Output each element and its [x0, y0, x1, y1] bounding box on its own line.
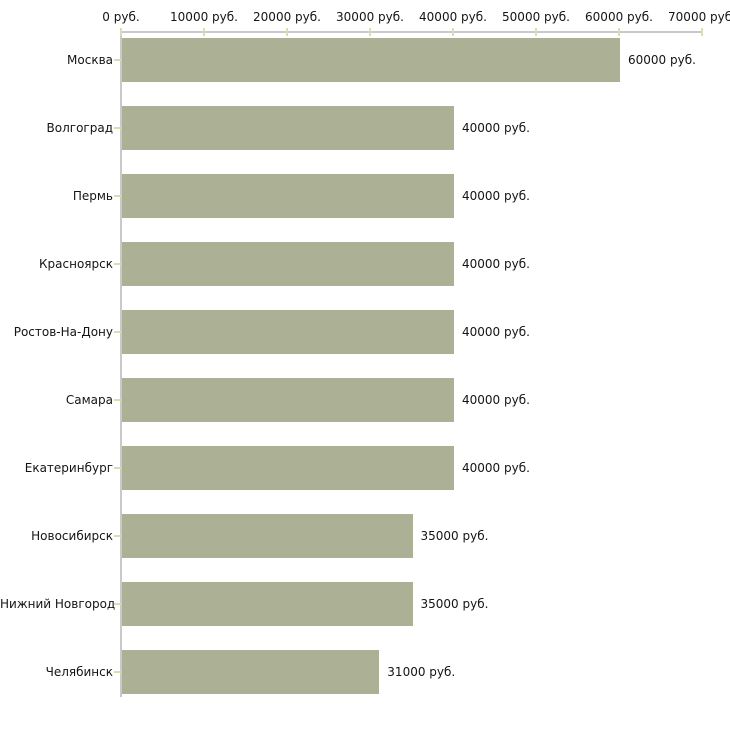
x-axis-tick-label: 0 руб.: [102, 10, 140, 24]
bar-row: Самара 40000 руб.: [0, 378, 730, 422]
y-axis-tick-mark: [114, 195, 121, 197]
y-axis-tick-mark: [114, 59, 121, 61]
category-label: Екатеринбург: [24, 461, 113, 475]
x-axis-tick-mark: [701, 28, 703, 36]
bar-row: Новосибирск 35000 руб.: [0, 514, 730, 558]
x-axis-tick-mark: [120, 28, 122, 36]
y-axis-tick-mark: [114, 263, 121, 265]
value-label: 60000 руб.: [628, 53, 696, 67]
bar: [122, 514, 413, 558]
value-label: 40000 руб.: [462, 257, 530, 271]
value-label: 40000 руб.: [462, 461, 530, 475]
value-label: 31000 руб.: [387, 665, 456, 679]
y-axis-tick-mark: [114, 671, 121, 673]
bar-row: Москва 60000 руб.: [0, 38, 730, 82]
bar-row: Нижний Новгород 35000 руб.: [0, 582, 730, 626]
y-axis-tick-mark: [114, 127, 121, 129]
y-axis-tick-mark: [114, 331, 121, 333]
bar: [122, 378, 454, 422]
bar: [122, 106, 454, 150]
value-label: 40000 руб.: [462, 393, 530, 407]
x-axis-tick-label: 20000 руб.: [253, 10, 321, 24]
x-axis-tick-label: 10000 руб.: [170, 10, 238, 24]
bar: [122, 38, 620, 82]
bar: [122, 310, 454, 354]
bar-row: Пермь 40000 руб.: [0, 174, 730, 218]
x-axis-tick-mark: [452, 28, 454, 36]
category-label: Москва: [67, 53, 113, 67]
x-axis-tick-label: 40000 руб.: [419, 10, 487, 24]
bar: [122, 242, 454, 286]
x-axis-tick-label: 70000 руб.: [668, 10, 730, 24]
category-label: Ростов-На-Дону: [13, 325, 113, 339]
bar: [122, 650, 380, 694]
category-label: Красноярск: [39, 257, 113, 271]
category-label: Самара: [65, 393, 113, 407]
bar-row: Ростов-На-Дону 40000 руб.: [0, 310, 730, 354]
bar-row: Челябинск 31000 руб.: [0, 650, 730, 694]
value-label: 35000 руб.: [420, 597, 489, 611]
y-axis-tick-mark: [114, 467, 121, 469]
x-axis-tick-mark: [618, 28, 620, 36]
y-axis-tick-mark: [114, 603, 121, 605]
y-axis-tick-mark: [114, 399, 121, 401]
category-label: Новосибирск: [31, 529, 113, 543]
value-label: 40000 руб.: [462, 121, 530, 135]
x-axis-tick-mark: [369, 28, 371, 36]
x-axis-line: [120, 31, 703, 33]
category-label: Пермь: [72, 189, 113, 203]
bar-row: Красноярск 40000 руб.: [0, 242, 730, 286]
bar: [122, 582, 413, 626]
value-label: 40000 руб.: [462, 189, 530, 203]
bar: [122, 446, 454, 490]
bar-row: Волгоград 40000 руб.: [0, 106, 730, 150]
value-label: 35000 руб.: [420, 529, 489, 543]
x-axis-tick-label: 30000 руб.: [336, 10, 404, 24]
category-label: Нижний Новгород: [0, 597, 116, 611]
x-axis-tick-mark: [535, 28, 537, 36]
y-axis-tick-mark: [114, 535, 121, 537]
x-axis-tick-mark: [203, 28, 205, 36]
value-label: 40000 руб.: [462, 325, 530, 339]
y-axis-line: [120, 31, 122, 697]
x-axis-tick-label: 60000 руб.: [585, 10, 653, 24]
category-label: Волгоград: [46, 121, 113, 135]
x-axis-tick-mark: [286, 28, 288, 36]
bar: [122, 174, 454, 218]
x-axis-tick-label: 50000 руб.: [502, 10, 570, 24]
bar-row: Екатеринбург 40000 руб.: [0, 446, 730, 490]
category-label: Челябинск: [45, 665, 113, 679]
